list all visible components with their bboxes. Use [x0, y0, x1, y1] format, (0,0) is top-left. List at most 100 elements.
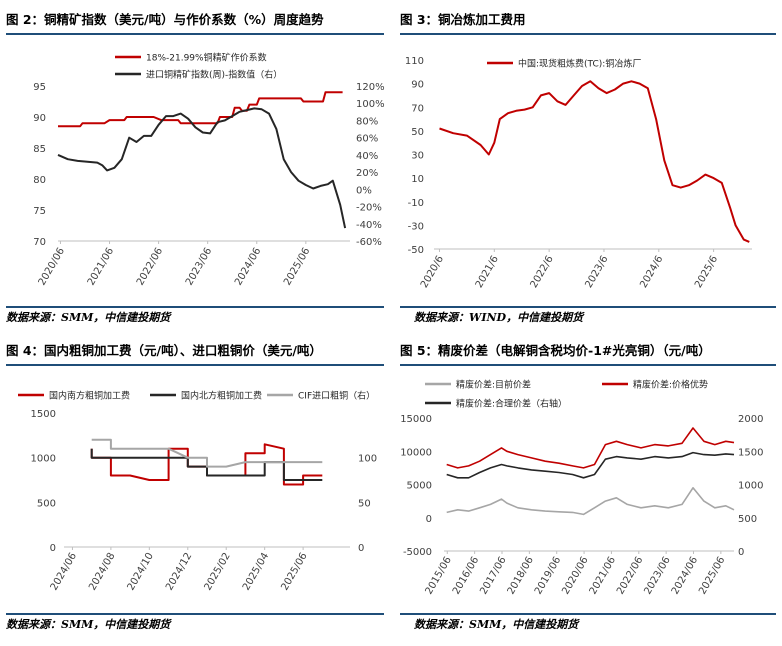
y-right-tick-label: 0 [738, 547, 744, 558]
y-right-tick-label: 0% [356, 185, 372, 196]
x-tick-label: 2024/06 [49, 551, 79, 592]
figure-5-source: 数据来源：SMM，中信建投期货 [414, 618, 579, 631]
y-right-tick-label: 20% [356, 168, 378, 179]
figure-2-source: 数据来源：SMM，中信建投期货 [6, 311, 171, 324]
x-tick-label: 2025/04 [241, 551, 271, 592]
figure-3-title: 图 3：铜冶炼加工费用 [400, 12, 526, 27]
y-left-tick-label: 30 [411, 151, 424, 162]
y-right-tick-label: -60% [356, 237, 382, 248]
y-left-tick-label: 0 [50, 543, 56, 554]
y-left-tick-label: 95 [33, 82, 46, 93]
y-left-tick-label: -5000 [403, 547, 432, 558]
y-left-tick-label: 70 [33, 237, 46, 248]
y-left-tick-label: 15000 [400, 414, 432, 425]
legend-label-3: CIF进口粗铜（右） [298, 390, 375, 402]
y-right-tick-label: -20% [356, 203, 382, 214]
x-tick-label: 2021/06 [588, 555, 618, 596]
x-tick-label: 2025/06 [279, 551, 309, 592]
figure-2-title-rule [6, 33, 384, 35]
y-right-tick-label: 80% [356, 116, 378, 127]
smelter-treatment-charge-chart: -50 -30 -10 10 30 50 70 90 110 2020/6 2021/6 2022/6… [405, 56, 752, 290]
figure-4-title-rule [6, 364, 384, 366]
blister-copper-fee-chart: 0 500 1000 1500 0 50 100 2024/06 2024/08 2024/10 2… [18, 390, 377, 592]
x-tick-label: 2024/06 [670, 555, 700, 596]
y-left-tick-label: 1000 [31, 454, 56, 465]
x-tick-label: 2019/06 [533, 555, 563, 596]
y-left-tick-label: 50 [411, 127, 424, 138]
y-right-tick-label: -40% [356, 220, 382, 231]
figure-3-title-rule [400, 33, 776, 35]
y-right-tick-label: 500 [738, 514, 757, 525]
x-tick-label: 2024/12 [164, 551, 194, 592]
y-right-tick-label: 0 [358, 543, 364, 554]
figure-4-source-rule [6, 613, 384, 615]
series-line-1 [58, 91, 343, 128]
legend-label-3: 精废价差:合理价差（右轴） [456, 398, 567, 410]
x-tick-label: 2020/6 [419, 254, 446, 290]
y-left-tick-label: 75 [33, 206, 46, 217]
series-line-1 [446, 487, 735, 516]
y-right-tick-label: 40% [356, 151, 378, 162]
y-left-tick-label: -30 [408, 221, 424, 232]
x-tick-label: 2022/06 [615, 555, 645, 596]
y-right-tick-label: 2000 [738, 414, 763, 425]
series-line-2 [57, 107, 347, 229]
y-left-tick-label: 90 [411, 80, 424, 91]
x-tick-label: 2025/02 [203, 551, 233, 592]
figure-5-title-rule [400, 364, 776, 366]
x-tick-label: 2016/06 [451, 555, 481, 596]
figure-3-source: 数据来源：WIND，中信建投期货 [414, 311, 584, 324]
figure-2-title: 图 2：铜精矿指数（美元/吨）与作价系数（%）周度趋势 [6, 12, 324, 27]
x-tick-label: 2023/06 [642, 555, 672, 596]
y-left-tick-label: -10 [408, 198, 424, 209]
figure-3-source-rule [400, 306, 776, 308]
x-tick-label: 2024/06 [233, 246, 263, 287]
y-left-tick-label: -50 [408, 245, 424, 256]
x-tick-label: 2015/06 [424, 555, 454, 596]
legend-label-2: 国内北方粗铜加工费 [181, 390, 262, 402]
y-left-tick-label: 10000 [400, 447, 432, 458]
x-tick-label: 2024/10 [126, 551, 156, 592]
y-right-tick-label: 120% [356, 82, 385, 93]
series-line-3 [91, 438, 323, 468]
x-tick-label: 2017/06 [478, 555, 508, 596]
legend-label-2: 进口铜精矿指数(周)-指数值（右） [146, 69, 282, 81]
y-right-tick-label: 100% [356, 99, 385, 110]
y-left-tick-label: 5000 [407, 481, 432, 492]
y-right-tick-label: 60% [356, 134, 378, 145]
x-tick-label: 2025/06 [697, 555, 727, 596]
x-tick-label: 2020/06 [37, 246, 67, 287]
x-tick-label: 2024/6 [638, 254, 665, 290]
y-right-tick-label: 1500 [738, 447, 763, 458]
x-tick-label: 2020/06 [560, 555, 590, 596]
series-line-2 [90, 448, 323, 481]
x-tick-label: 2023/6 [583, 254, 610, 290]
x-tick-label: 2025/6 [693, 254, 720, 290]
y-left-tick-label: 0 [426, 514, 432, 525]
y-right-tick-label: 50 [358, 498, 371, 509]
scrap-spread-chart: -5000 0 5000 10000 15000 0 500 1000 1500 2000 2015… [400, 379, 763, 597]
x-tick-label: 2025/06 [282, 246, 312, 287]
x-tick-label: 2018/06 [506, 555, 536, 596]
x-tick-label: 2021/06 [86, 246, 116, 287]
x-tick-label: 2023/06 [184, 246, 214, 287]
y-left-tick-label: 500 [37, 498, 56, 509]
legend-label-1: 国内南方粗铜加工费 [49, 390, 130, 402]
figure-4-title: 图 4：国内粗铜加工费（元/吨）、进口粗铜价（美元/吨） [6, 343, 322, 358]
x-tick-label: 2022/6 [529, 254, 556, 290]
x-tick-label: 2021/6 [474, 254, 501, 290]
copper-concentrate-index-chart: 70 75 80 85 90 95 -60% -40% -20% 0% 20% 40% 60% 80% 10… [33, 52, 385, 288]
y-left-tick-label: 110 [405, 56, 424, 67]
figure-2-source-rule [6, 306, 384, 308]
legend-label-1: 中国:现货粗炼费(TC):铜冶炼厂 [518, 58, 641, 70]
legend-label-2: 精废价差:价格优势 [633, 379, 708, 391]
y-left-tick-label: 10 [411, 174, 424, 185]
y-right-tick-label: 100 [358, 454, 377, 465]
x-tick-label: 2022/06 [135, 246, 165, 287]
figure-4-source: 数据来源：SMM，中信建投期货 [6, 618, 171, 631]
y-left-tick-label: 85 [33, 144, 46, 155]
y-left-tick-label: 90 [33, 113, 46, 124]
legend-label-1: 精废价差:目前价差 [456, 379, 531, 391]
y-left-tick-label: 80 [33, 175, 46, 186]
figure-5-title: 图 5：精废价差（电解铜含税均价-1#光亮铜）（元/吨） [400, 343, 711, 358]
